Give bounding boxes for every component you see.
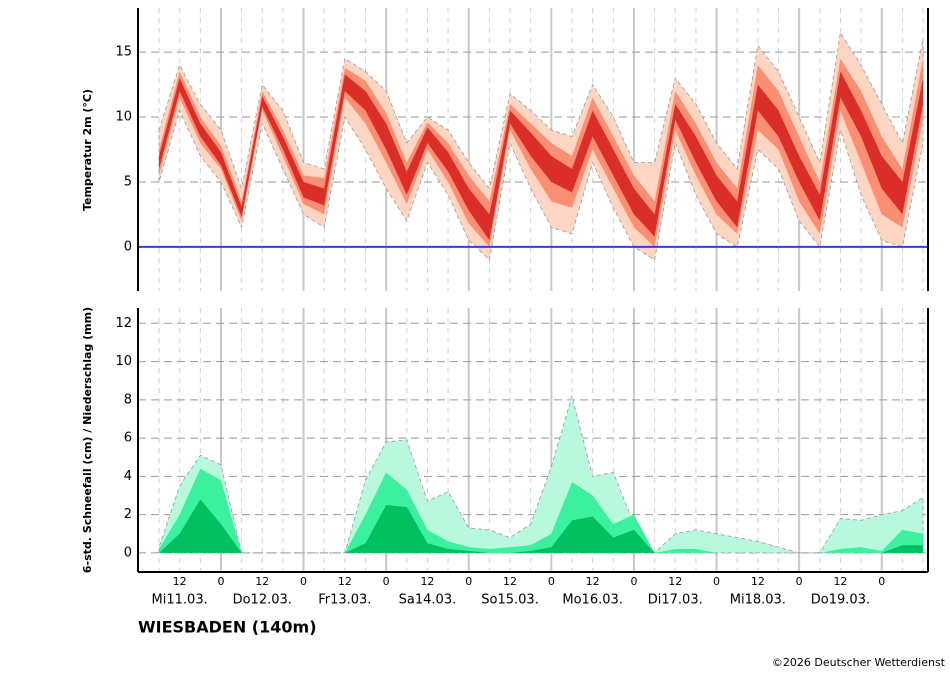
y-tick-label: 2 [124,507,132,522]
precipitation-area [159,499,924,553]
y-tick-label: 0 [124,239,132,254]
chart-title: WIESBADEN (140m) [138,618,317,637]
day-label: So15.03. [481,593,539,608]
x-tick-label: 0 [383,575,390,588]
y-tick-label: 0 [124,545,132,560]
day-label: Mi11.03. [152,593,208,608]
y-tick-label: 15 [115,45,132,60]
y-tick-label: 10 [115,354,132,369]
x-tick-label: 12 [668,575,682,588]
x-tick-label: 12 [586,575,600,588]
x-tick-label: 0 [548,575,555,588]
x-tick-label: 12 [751,575,765,588]
temperature-band [159,71,924,241]
x-tick-label: 12 [173,575,187,588]
x-tick-label: 0 [796,575,803,588]
x-tick-label: 12 [503,575,517,588]
y-tick-label: 12 [115,316,132,331]
day-label: Do12.03. [233,593,292,608]
day-label: Fr13.03. [318,593,371,608]
y-axis-label: Temperatur 2m (°C) [81,89,94,211]
day-label: Mo16.03. [562,593,623,608]
y-tick-label: 4 [124,469,132,484]
precipitation-area [158,394,924,554]
x-tick-label: 12 [255,575,269,588]
y-tick-label: 8 [124,392,132,407]
x-tick-label: 0 [465,575,472,588]
day-label: Sa14.03. [399,593,457,608]
day-label: Mi18.03. [730,593,786,608]
x-tick-label: 0 [300,575,307,588]
y-tick-label: 10 [115,110,132,125]
x-tick-label: 0 [878,575,885,588]
x-tick-label: 12 [833,575,847,588]
y-tick-label: 6 [124,431,132,446]
day-label: Do19.03. [811,593,870,608]
x-tick-label: 0 [713,575,720,588]
y-tick-label: 5 [124,174,132,189]
x-tick-label: 0 [630,575,637,588]
x-tick-label: 12 [420,575,434,588]
y-axis-label: 6-std. Schneefall (cm) / Niederschlag (m… [81,307,94,573]
copyright: ©2026 Deutscher Wetterdienst [772,656,946,669]
day-label: Di17.03. [648,593,703,608]
x-tick-label: 0 [217,575,224,588]
x-tick-label: 12 [338,575,352,588]
